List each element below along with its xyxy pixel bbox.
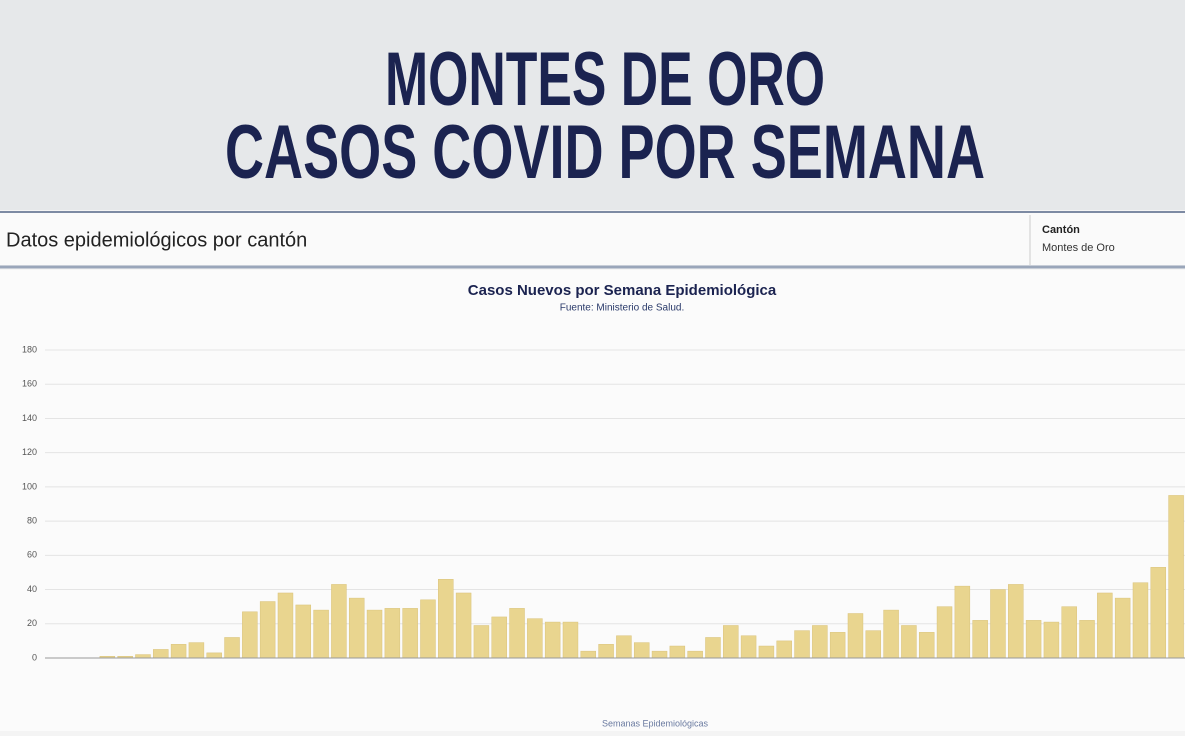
bar <box>633 642 650 659</box>
toolbar-label: Datos epidemiológicos por cantón <box>6 229 307 251</box>
y-tick-label: 0 <box>32 652 37 662</box>
bar <box>883 609 899 659</box>
bar <box>687 650 703 659</box>
x-axis-title: Semanas Epidemiológicas <box>602 718 709 728</box>
bar <box>990 589 1006 659</box>
bar <box>651 650 668 659</box>
bar <box>509 608 525 659</box>
bar <box>1079 620 1095 659</box>
bar <box>1008 584 1024 659</box>
bar <box>1061 606 1077 659</box>
bar <box>616 635 632 659</box>
bar <box>669 645 686 659</box>
bar <box>954 585 971 659</box>
chart-subtitle: Fuente: Ministerio de Salud. <box>560 303 685 314</box>
bar <box>865 630 882 659</box>
bar <box>1097 592 1113 659</box>
bar <box>295 604 312 659</box>
chart-title: Casos Nuevos por Semana Epidemiológica <box>468 282 777 299</box>
bar <box>901 625 917 659</box>
bar <box>438 579 454 659</box>
bar <box>402 608 418 659</box>
bar <box>776 640 792 659</box>
y-tick-label: 40 <box>27 584 37 594</box>
bar <box>1150 567 1167 659</box>
bar <box>170 644 187 659</box>
bar <box>1132 582 1149 659</box>
bar <box>705 637 721 659</box>
bar <box>936 606 953 659</box>
bar <box>313 609 329 659</box>
header-bg <box>0 0 1185 210</box>
bar <box>242 611 258 659</box>
bar <box>331 584 347 659</box>
y-tick-label: 20 <box>27 618 37 628</box>
bar <box>277 592 294 659</box>
bar <box>455 592 472 659</box>
bar <box>206 652 222 659</box>
bar <box>1114 597 1131 659</box>
bar <box>224 637 240 659</box>
y-tick-label: 120 <box>22 447 37 457</box>
bar <box>1168 495 1184 659</box>
y-tick-label: 140 <box>22 413 37 423</box>
header-title: MONTES DE ORO <box>385 37 825 122</box>
bar <box>348 597 365 659</box>
toolbar <box>0 213 1185 265</box>
y-tick-label: 160 <box>22 379 37 389</box>
bar <box>384 608 401 659</box>
bar <box>420 599 436 659</box>
header-title: CASOS COVID POR SEMANA <box>225 110 985 195</box>
bar <box>847 613 864 659</box>
y-tick-label: 180 <box>22 344 37 354</box>
bar <box>580 650 597 659</box>
bar <box>740 635 757 659</box>
y-tick-label: 80 <box>27 515 37 525</box>
bar <box>135 654 151 659</box>
bar <box>812 625 828 659</box>
bar <box>794 630 810 659</box>
bar <box>153 649 169 659</box>
bar <box>527 618 543 659</box>
bar <box>259 601 276 659</box>
bar <box>972 620 988 659</box>
bar <box>723 625 739 659</box>
bar <box>598 644 614 659</box>
y-tick-label: 60 <box>27 550 37 560</box>
filter-value[interactable]: Montes de Oro <box>1042 242 1115 254</box>
bar <box>562 621 579 659</box>
bar <box>491 616 507 659</box>
bar <box>544 621 561 659</box>
bar <box>1043 621 1060 659</box>
bar <box>829 632 846 659</box>
bar <box>918 632 935 659</box>
bar <box>1025 620 1042 659</box>
y-tick-label: 100 <box>22 481 37 491</box>
chart-bg <box>0 270 1185 731</box>
bar <box>758 645 775 659</box>
bar <box>473 625 490 659</box>
bar <box>188 642 205 659</box>
bar <box>366 609 383 659</box>
filter-label: Cantón <box>1042 224 1080 236</box>
